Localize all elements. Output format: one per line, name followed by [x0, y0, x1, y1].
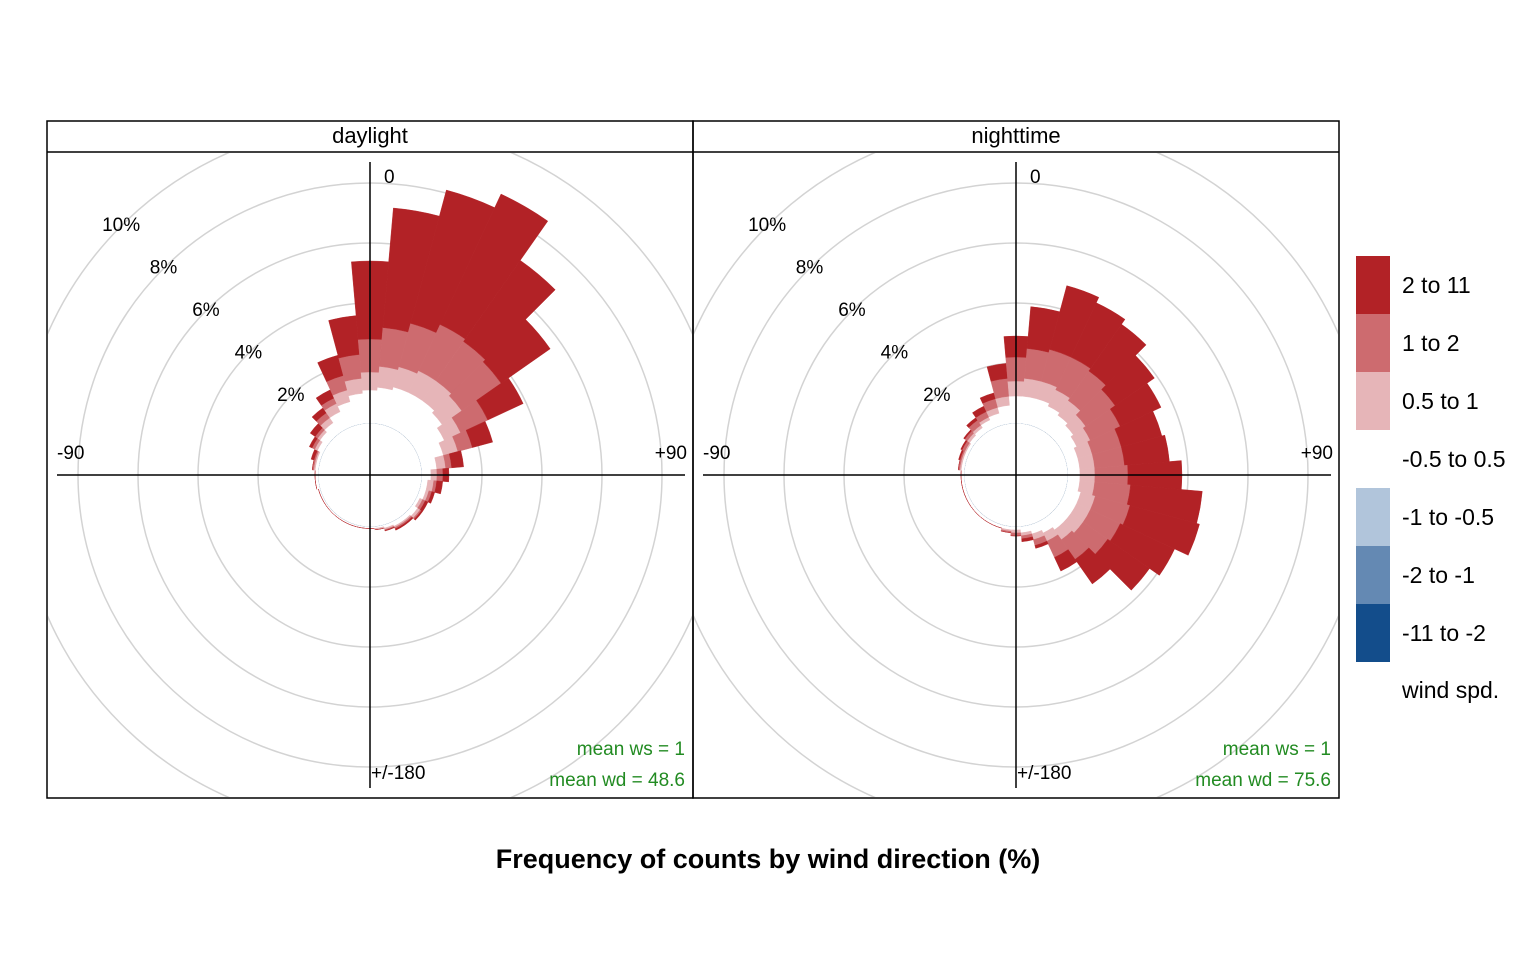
legend-label: -0.5 to 0.5: [1402, 446, 1506, 472]
wedge: [413, 510, 423, 521]
annotation: mean wd = 48.6: [549, 770, 685, 791]
angle-label: +/-180: [1017, 763, 1071, 784]
angle-label: 0: [384, 167, 395, 188]
wedge: [321, 496, 328, 506]
chart-title: Frequency of counts by wind direction (%…: [496, 844, 1041, 874]
panel-plot: 2% 4% 6% 8% 10% 0 +90 -90 +/-180: [48, 153, 692, 797]
r-tick-label: 10%: [102, 215, 140, 236]
wedge: [394, 523, 406, 531]
wedge: [1000, 530, 1011, 533]
wedge: [970, 504, 980, 515]
r-tick-label: 8%: [796, 258, 824, 279]
strip-title: daylight: [332, 123, 408, 148]
angle-label: +90: [1301, 443, 1333, 464]
wedge: [448, 450, 464, 469]
wedge: [325, 504, 334, 514]
angle-label: -90: [703, 443, 730, 464]
legend-swatch: [1356, 604, 1390, 662]
strip-title: nighttime: [971, 123, 1060, 148]
legend-swatch: [1356, 314, 1390, 372]
legend-label: -1 to -0.5: [1402, 504, 1494, 530]
legend-label: -11 to -2: [1402, 620, 1486, 646]
legend-label: 1 to 2: [1402, 330, 1460, 356]
angle-label: +/-180: [371, 763, 425, 784]
angle-label: -90: [57, 443, 84, 464]
angle-label: +90: [655, 443, 687, 464]
wedge: [992, 521, 1003, 529]
legend-swatch: [1356, 546, 1390, 604]
r-tick-label: 6%: [192, 300, 220, 321]
wedge: [384, 526, 395, 532]
legend-label: -2 to -1: [1402, 562, 1475, 588]
wedge: [328, 315, 360, 359]
wedge: [476, 377, 524, 421]
wedge: [986, 363, 1008, 382]
angle-label: 0: [1030, 167, 1041, 188]
legend-swatch: [1356, 256, 1390, 314]
legend-swatch: [1356, 430, 1390, 488]
wedge: [374, 527, 385, 530]
panel-frame: [692, 120, 1340, 799]
wedge: [976, 511, 987, 521]
legend-label: 0.5 to 1: [1402, 388, 1479, 414]
r-tick-label: 8%: [150, 258, 178, 279]
r-tick-label: 6%: [838, 300, 866, 321]
wedge: [339, 517, 349, 524]
legend-title: wind spd.: [1401, 677, 1499, 703]
r-tick-label: 2%: [277, 385, 305, 406]
wedge: [331, 511, 341, 520]
annotation: mean wd = 75.6: [1195, 770, 1331, 791]
panel-plot: 2% 4% 6% 8% 10% 0 +90 -90 +/-180: [694, 153, 1338, 797]
wedge: [1054, 549, 1078, 572]
r-tick-label: 10%: [748, 215, 786, 236]
annotation: mean ws = 1: [577, 739, 685, 760]
wedge: [962, 488, 970, 499]
legend-label: 2 to 11: [1402, 272, 1471, 298]
r-tick-label: 4%: [881, 342, 909, 363]
legend-swatch: [1356, 488, 1390, 546]
legend-swatch: [1356, 372, 1390, 430]
wedge: [1034, 540, 1049, 549]
wedge: [465, 421, 493, 448]
r-tick-label: 2%: [923, 385, 951, 406]
wedge: [1021, 536, 1034, 542]
r-tick-label: 4%: [235, 342, 263, 363]
annotation: mean ws = 1: [1223, 739, 1331, 760]
